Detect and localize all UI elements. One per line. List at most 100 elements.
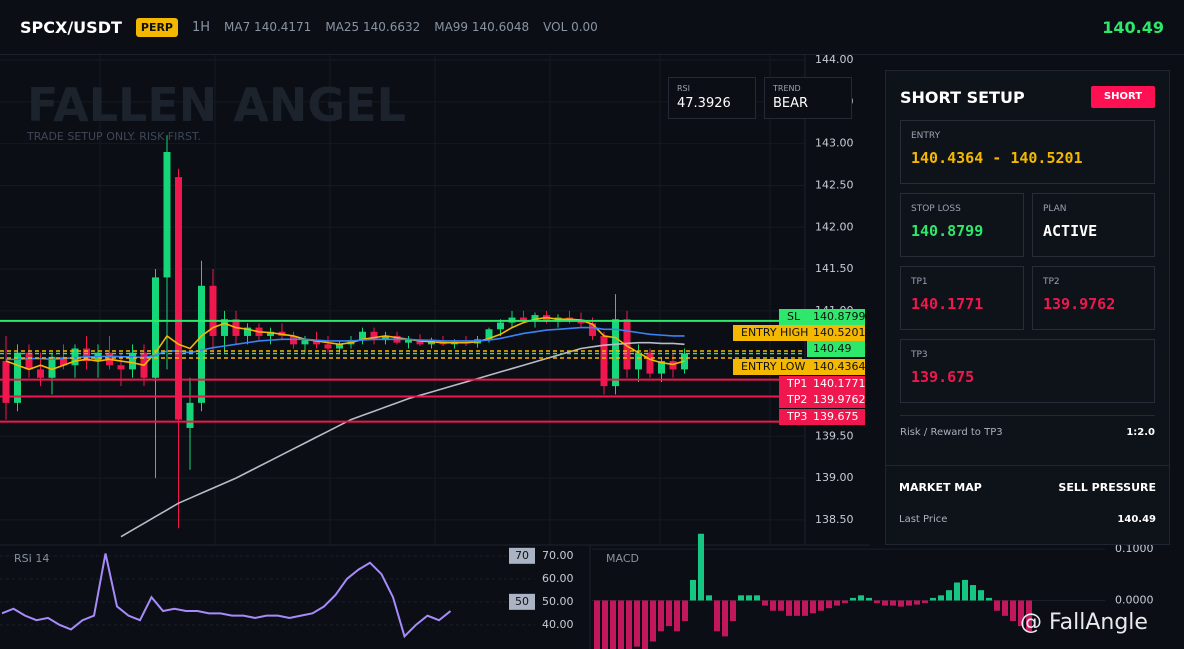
macd-tick: 0.1000 — [1115, 542, 1154, 555]
mm-status: SELL PRESSURE — [1058, 481, 1156, 494]
macd-bar — [978, 590, 984, 601]
candle-body — [267, 331, 274, 336]
level-label: ENTRY LOW — [741, 360, 805, 373]
rsi-badge-label: 70 — [515, 549, 529, 562]
y-tick-label: 143.00 — [815, 137, 854, 150]
candle-body — [244, 327, 251, 336]
macd-bar — [634, 600, 640, 647]
label: TP2 — [1043, 277, 1060, 287]
macd-bar — [762, 600, 768, 606]
y-tick-label: 144.00 — [815, 53, 854, 66]
level-value: 140.5201 — [813, 326, 866, 339]
candle-body — [485, 329, 493, 340]
card: TP3 139.675 — [900, 339, 1155, 403]
brand: @ FallAngle — [1020, 610, 1148, 635]
macd-bar — [810, 600, 816, 614]
candle-body — [336, 344, 343, 349]
rsi-box: RSI 47.3926 — [668, 77, 756, 119]
candle-body — [612, 319, 619, 387]
level-value: 140.8799 — [813, 310, 866, 323]
candle-body — [14, 352, 21, 403]
level-value: 140.4364 — [813, 360, 866, 373]
rsi-badge-label: 50 — [515, 595, 529, 608]
macd-bar — [650, 600, 656, 642]
candle-body — [48, 356, 56, 378]
macd-bar — [642, 600, 648, 649]
stat: VOL 0.00 — [543, 20, 598, 34]
macd-bar — [882, 600, 888, 606]
ma-line — [6, 326, 685, 361]
stat: MA7 140.4171 — [224, 20, 312, 34]
symbol[interactable]: SPCX/USDT — [20, 17, 122, 37]
mm-label: Last Price — [899, 514, 948, 525]
level-value: 139.675 — [813, 410, 859, 423]
y-tick-label: 142.00 — [815, 220, 854, 233]
candle-body — [37, 369, 44, 378]
macd-bar — [714, 600, 720, 632]
value: BEAR — [773, 96, 809, 111]
candle-body — [198, 285, 205, 403]
candle-body — [2, 361, 10, 403]
value: 140.8799 — [911, 222, 984, 240]
candle-body — [405, 339, 412, 343]
y-tick-label: 142.50 — [815, 178, 854, 191]
card: STOP LOSS 140.8799 — [900, 193, 1024, 257]
timeframe[interactable]: 1H — [192, 19, 211, 35]
macd-bar — [842, 600, 848, 604]
macd-bar — [778, 600, 784, 611]
candle-body — [117, 365, 125, 370]
candle-body — [359, 331, 366, 341]
macd-bar — [794, 600, 800, 616]
candle-body — [290, 335, 297, 345]
candle-body — [589, 323, 596, 336]
macd-bar — [706, 595, 712, 601]
macd-bar — [594, 600, 600, 649]
level-tag — [733, 325, 865, 341]
market-map: MARKET MAP SELL PRESSURE Last Price 140.… — [885, 465, 1170, 545]
macd-bar — [722, 600, 728, 637]
candle-body — [370, 331, 378, 341]
candle-body — [301, 340, 309, 345]
ma-line — [5, 316, 685, 371]
macd-bar — [826, 600, 832, 609]
rsi-title: RSI 14 — [14, 552, 49, 565]
level-value: 140.49 — [813, 342, 852, 355]
stat: MA25 140.6632 — [325, 20, 421, 34]
macd-bar — [986, 597, 992, 601]
macd-tick: 0.0000 — [1115, 593, 1154, 606]
macd-bar — [786, 600, 792, 616]
card: TP2 139.9762 — [1032, 266, 1155, 330]
level-label: TP2 — [786, 393, 807, 406]
rr-value: 1:2.0 — [1126, 427, 1155, 438]
candle-body — [163, 151, 171, 278]
candle-body — [313, 340, 320, 345]
macd-bar — [1018, 600, 1024, 627]
candle-body — [600, 335, 608, 387]
candle-body — [416, 339, 424, 345]
level-label: ENTRY HIGH — [741, 326, 808, 339]
value: 139.9762 — [1043, 295, 1116, 313]
macd-bar — [746, 595, 752, 601]
macd-bar — [602, 600, 608, 649]
label: ENTRY — [911, 131, 941, 141]
macd-bar — [850, 597, 856, 601]
macd-bar — [674, 600, 680, 632]
card: TP1 140.1771 — [900, 266, 1024, 330]
candle-body — [209, 285, 217, 336]
candle-body — [658, 361, 665, 374]
macd-bar — [738, 595, 744, 601]
level-tag — [779, 309, 865, 325]
candle-body — [497, 322, 504, 330]
macd-bar — [970, 585, 976, 601]
macd-bar — [858, 595, 864, 601]
short-badge: SHORT — [1091, 86, 1155, 108]
macd-bar — [938, 595, 944, 601]
level-tag — [733, 359, 865, 375]
rsi-tick: 60.00 — [542, 572, 574, 585]
watermark: FALLEN ANGEL — [27, 78, 406, 132]
label: RSI — [677, 84, 690, 93]
macd-bar — [834, 600, 840, 606]
level-label: TP1 — [786, 377, 807, 390]
label: TP1 — [911, 277, 928, 287]
macd-bar — [770, 600, 776, 611]
